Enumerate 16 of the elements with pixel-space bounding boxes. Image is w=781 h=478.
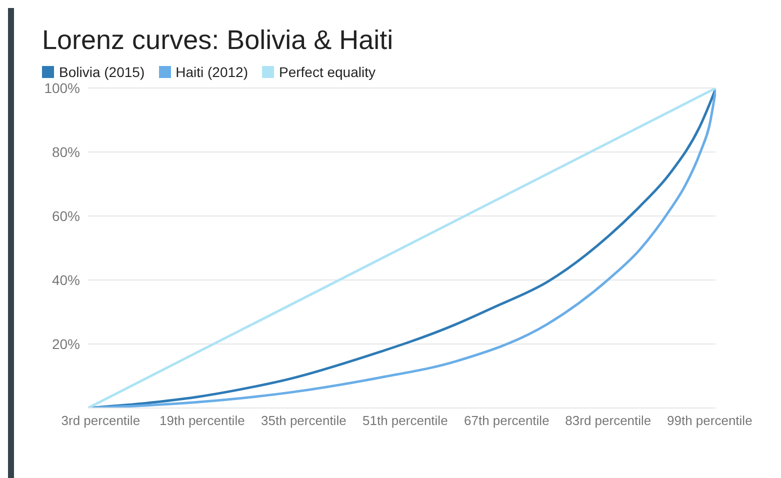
x-tick-label: 19th percentile — [160, 413, 245, 428]
x-tick-label: 35th percentile — [261, 413, 346, 428]
y-tick-label: 40% — [52, 272, 80, 288]
x-tick-label: 83rd percentile — [565, 413, 652, 428]
x-tick-label: 99th percentile — [667, 413, 752, 428]
legend-label: Haiti (2012) — [174, 64, 248, 80]
y-tick-label: 20% — [52, 336, 80, 352]
legend-label: Bolivia (2015) — [58, 64, 145, 80]
x-tick-label: 51th percentile — [362, 413, 448, 428]
chart-title: Lorenz curves: Bolivia & Haiti — [41, 24, 394, 57]
y-tick-label: 100% — [44, 80, 80, 96]
legend-label: Perfect equality — [278, 64, 376, 80]
y-tick-label: 80% — [52, 144, 80, 160]
x-tick-label: 67th percentile — [464, 413, 550, 428]
x-tick-label: 3rd percentile — [61, 413, 140, 428]
y-tick-label: 60% — [52, 208, 80, 224]
